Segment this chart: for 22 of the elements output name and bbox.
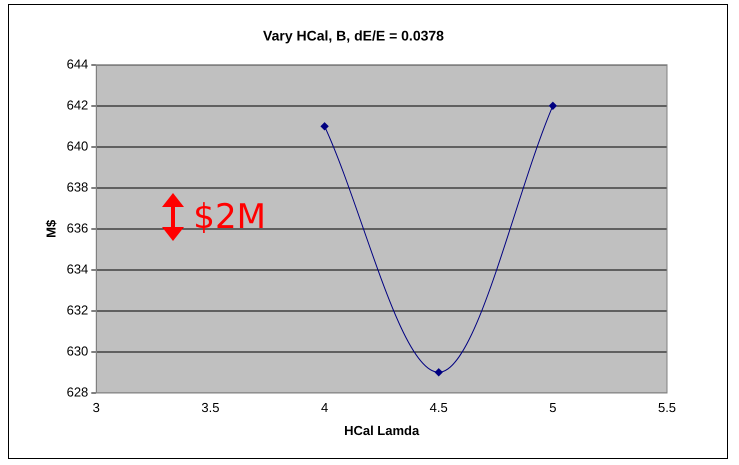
y-tick-label: 634 <box>66 261 88 276</box>
point <box>320 122 329 130</box>
y-tick-label: 642 <box>66 97 88 112</box>
x-tick-label: 3.5 <box>201 400 220 416</box>
point <box>434 368 443 376</box>
x-axis-title: HCal Lamda <box>344 422 420 438</box>
x-tick-label: 5 <box>549 400 556 416</box>
x-tick-label: 3 <box>92 400 100 416</box>
y-tick-label: 628 <box>66 384 88 400</box>
y-tick-label: 644 <box>66 56 88 72</box>
chart-title: Vary HCal, B, dE/E = 0.0378 <box>263 27 444 44</box>
x-tick-label: 4 <box>320 400 328 416</box>
y-tick-label: 632 <box>66 302 88 318</box>
y-tick-label: 638 <box>66 179 88 194</box>
y-tick-label: 636 <box>66 220 88 236</box>
point <box>548 102 557 110</box>
x-tick-label: 5.5 <box>658 400 676 416</box>
annotation: $2M <box>193 196 266 237</box>
x-tick-label: 4.5 <box>430 400 448 416</box>
y-axis-title: M$ <box>43 219 58 238</box>
y-tick-label: 630 <box>66 343 88 358</box>
y-tick-label: 640 <box>66 138 88 154</box>
